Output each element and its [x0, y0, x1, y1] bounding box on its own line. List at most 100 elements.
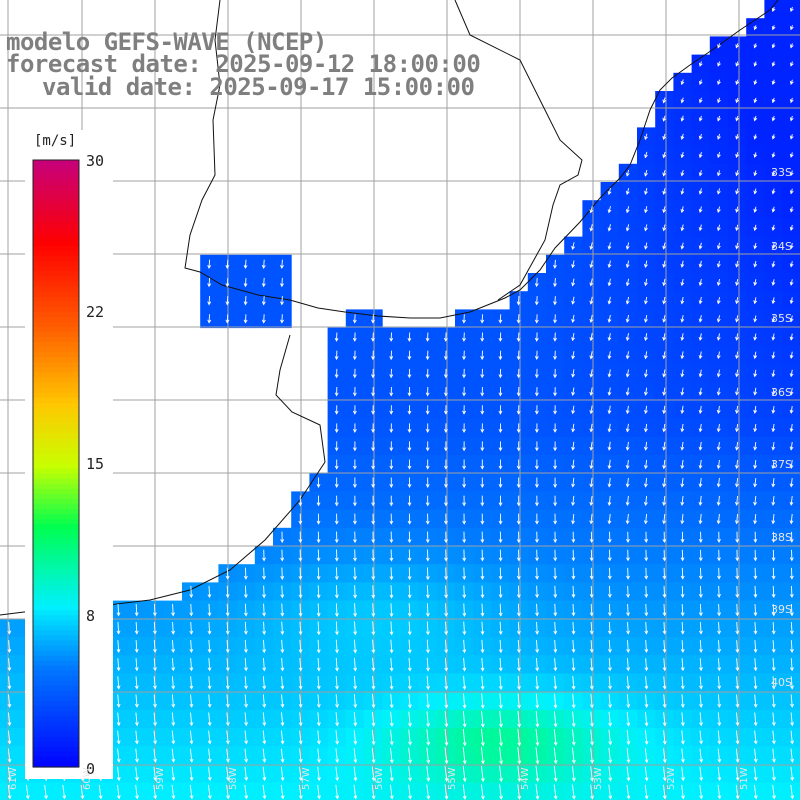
wind-arrow	[735, 784, 739, 799]
wind-arrow-head	[716, 465, 721, 470]
wind-arrow-head	[207, 777, 212, 782]
colorbar-segment	[33, 347, 79, 353]
wind-arrow	[681, 694, 684, 708]
wind-arrow-head	[353, 594, 357, 599]
wind-arrow-head	[771, 520, 776, 525]
colorbar-segment	[33, 544, 79, 551]
wind-arrow	[644, 784, 648, 799]
wind-arrow	[244, 585, 247, 598]
wind-arrow	[280, 766, 284, 781]
wind-arrow-head	[735, 612, 740, 617]
wind-arrow	[772, 351, 775, 359]
colorbar-segment	[33, 235, 79, 242]
wind-arrow	[335, 657, 338, 671]
wind-arrow-head	[280, 722, 285, 727]
wind-arrow-head	[644, 557, 649, 562]
wind-arrow	[499, 585, 502, 598]
wind-arrow	[262, 784, 266, 799]
wind-arrow-head	[625, 227, 630, 232]
wind-arrow-head	[589, 391, 594, 396]
wind-arrow-head	[171, 703, 176, 708]
wind-arrow	[626, 676, 629, 689]
wind-arrow	[626, 694, 629, 708]
wind-arrow-head	[171, 722, 176, 727]
wind-arrow	[699, 513, 702, 524]
wind-arrow-head	[771, 483, 776, 488]
wind-arrow	[663, 622, 666, 634]
wind-arrow-head	[644, 355, 648, 360]
wind-arrow	[554, 296, 556, 305]
wind-arrow-head	[571, 501, 575, 507]
wind-arrow	[608, 766, 611, 781]
wind-arrow-head	[553, 704, 558, 709]
wind-arrow-head	[717, 172, 721, 177]
wind-arrow-head	[153, 703, 157, 708]
wind-arrow	[480, 784, 484, 799]
wind-arrow	[790, 712, 793, 726]
wind-arrow-head	[571, 300, 575, 305]
wind-arrow	[244, 296, 247, 305]
wind-arrow-head	[171, 777, 176, 782]
wind-arrow	[572, 477, 575, 487]
wind-arrow	[317, 621, 320, 635]
wind-arrow	[572, 693, 575, 708]
wind-arrow-head	[662, 190, 667, 195]
wind-arrow-head	[717, 722, 722, 727]
wind-arrow	[754, 622, 757, 634]
wind-arrow	[244, 712, 247, 726]
wind-arrow-head	[644, 740, 649, 745]
wind-arrow	[663, 640, 666, 653]
wind-arrow	[208, 259, 211, 269]
wind-arrow-head	[407, 649, 412, 654]
wind-arrow-head	[298, 758, 303, 763]
wind-arrow-head	[498, 392, 503, 397]
colorbar-segment	[33, 261, 79, 267]
wind-arrow-head	[353, 777, 358, 782]
wind-arrow-head	[626, 630, 631, 635]
wind-arrow	[135, 712, 138, 726]
wind-arrow	[681, 170, 684, 176]
wind-arrow-head	[371, 374, 375, 379]
wind-arrow	[626, 333, 629, 341]
wind-arrow	[790, 784, 793, 799]
wind-arrow-head	[662, 465, 667, 470]
wind-arrow-head	[735, 373, 739, 378]
wind-arrow	[644, 206, 648, 213]
wind-arrow-head	[735, 300, 739, 305]
wind-arrow	[772, 640, 775, 653]
wind-arrow	[299, 730, 302, 744]
wind-arrow	[553, 729, 557, 746]
wind-arrow-head	[462, 465, 467, 470]
wind-arrow-head	[553, 283, 557, 288]
wind-arrow-head	[462, 557, 467, 562]
wind-arrow-head	[607, 612, 612, 617]
wind-arrow-head	[735, 777, 740, 782]
wind-arrow	[681, 640, 684, 653]
wind-arrow	[117, 676, 120, 689]
wind-arrow-head	[680, 282, 685, 287]
wind-arrow-head	[298, 594, 303, 599]
wind-arrow	[244, 259, 247, 269]
wind-arrow	[7, 748, 11, 762]
wind-arrow-head	[534, 410, 539, 415]
wind-arrow-head	[407, 557, 412, 562]
wind-arrow-head	[699, 740, 704, 745]
wind-arrow	[717, 441, 720, 450]
wind-arrow	[699, 712, 702, 726]
wind-arrow-head	[553, 667, 558, 672]
wind-arrow-head	[644, 722, 649, 727]
wind-arrow	[790, 585, 793, 598]
wind-arrow-head	[243, 575, 248, 580]
wind-arrow-head	[553, 483, 558, 488]
wind-arrow-head	[280, 264, 284, 270]
wind-arrow-head	[316, 722, 321, 727]
wind-arrow-head	[444, 667, 449, 672]
wind-arrow-head	[480, 428, 485, 433]
wind-arrow	[772, 477, 775, 487]
wind-arrow-head	[753, 263, 758, 268]
wind-arrow-head	[698, 593, 703, 599]
wind-arrow-head	[371, 777, 376, 782]
wind-arrow-head	[443, 465, 448, 470]
colorbar-segment	[33, 170, 79, 176]
